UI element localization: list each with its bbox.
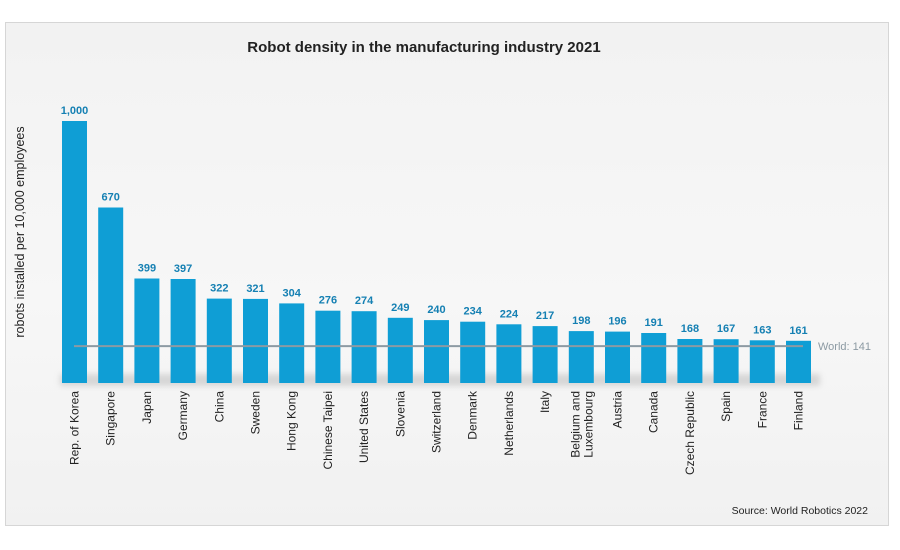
bar-switzerland xyxy=(424,320,449,383)
bar-france xyxy=(749,340,775,383)
bar-netherlands xyxy=(496,324,522,383)
value-label-slovenia: 249 xyxy=(391,302,409,314)
value-label-austria: 196 xyxy=(608,316,626,328)
bar-belgium-and-luxembourg xyxy=(568,331,594,383)
x-tick-label-france: France xyxy=(755,391,769,429)
bar-slovenia xyxy=(387,317,413,383)
world-average-label: World: 141 xyxy=(818,341,871,353)
value-label-china: 322 xyxy=(210,283,228,295)
x-tick-label-belgium-and-luxembourg-2: Luxembourg xyxy=(581,391,595,458)
x-tick-label-finland: Finland xyxy=(792,391,806,430)
value-label-denmark: 234 xyxy=(464,306,483,318)
value-label-belgium-and-luxembourg: 198 xyxy=(572,315,590,327)
value-label-finland: 161 xyxy=(789,325,807,337)
chart-title: Robot density in the manufacturing indus… xyxy=(247,39,600,56)
bars-group xyxy=(62,121,811,383)
x-tick-label-chinese-taipei: Chinese Taipei xyxy=(321,391,335,470)
value-label-france: 163 xyxy=(753,324,771,336)
value-label-sweden: 321 xyxy=(246,283,264,295)
value-label-germany: 397 xyxy=(174,263,192,275)
bar-hong-kong xyxy=(279,303,305,383)
value-label-hong-kong: 304 xyxy=(283,287,302,299)
x-tick-label-belgium-and-luxembourg-1: Belgium and xyxy=(568,391,582,458)
value-labels-group: 1,000 670 399 397 322 321 304 276 274 249 240 234 22… xyxy=(61,105,808,337)
x-tick-label-singapore: Singapore xyxy=(104,391,118,446)
value-label-canada: 191 xyxy=(645,317,663,329)
bar-germany xyxy=(170,279,196,383)
x-tick-label-spain: Spain xyxy=(719,391,733,422)
x-tick-label-hong-kong: Hong Kong xyxy=(285,391,299,451)
bar-singapore xyxy=(98,207,124,383)
value-label-united-states: 274 xyxy=(355,295,374,307)
x-tick-label-japan: Japan xyxy=(140,391,154,424)
x-tick-label-sweden: Sweden xyxy=(249,391,263,434)
y-axis-label: robots installed per 10,000 employees xyxy=(13,126,27,337)
value-label-switzerland: 240 xyxy=(427,304,445,316)
value-label-spain: 167 xyxy=(717,323,735,335)
value-label-czech-republic: 168 xyxy=(681,323,699,335)
value-label-singapore: 670 xyxy=(102,192,120,204)
bar-finland xyxy=(786,340,811,383)
value-label-rep-of-korea: 1,000 xyxy=(61,105,89,117)
bar-china xyxy=(206,298,232,383)
bar-rep-of-korea xyxy=(62,121,87,383)
x-tick-label-slovenia: Slovenia xyxy=(393,391,407,437)
x-tick-label-netherlands: Netherlands xyxy=(502,391,516,456)
x-tick-label-denmark: Denmark xyxy=(466,390,480,440)
bar-japan xyxy=(134,278,160,383)
x-tick-label-switzerland: Switzerland xyxy=(430,391,444,453)
bar-italy xyxy=(532,326,558,383)
bar-sweden xyxy=(243,298,268,383)
value-label-chinese-taipei: 276 xyxy=(319,295,337,307)
value-label-netherlands: 224 xyxy=(500,308,519,320)
x-tick-label-rep-of-korea: Rep. of Korea xyxy=(68,391,82,465)
x-tick-label-czech-republic: Czech Republic xyxy=(683,391,697,475)
value-label-italy: 217 xyxy=(536,310,554,322)
x-tick-label-germany: Germany xyxy=(176,391,190,440)
chart-frame xyxy=(5,22,889,526)
x-tick-label-united-states: United States xyxy=(357,391,371,463)
bar-austria xyxy=(605,331,630,383)
source-note: Source: World Robotics 2022 xyxy=(732,505,869,517)
bar-canada xyxy=(641,333,667,383)
x-tick-labels-group: Rep. of Korea Singapore Japan Germany China S… xyxy=(68,390,806,475)
x-tick-label-austria: Austria xyxy=(611,391,625,429)
x-tick-label-canada: Canada xyxy=(647,391,661,433)
bar-denmark xyxy=(460,321,486,383)
x-tick-label-china: China xyxy=(212,391,226,423)
value-label-japan: 399 xyxy=(138,263,156,275)
x-tick-label-italy: Italy xyxy=(538,391,552,413)
